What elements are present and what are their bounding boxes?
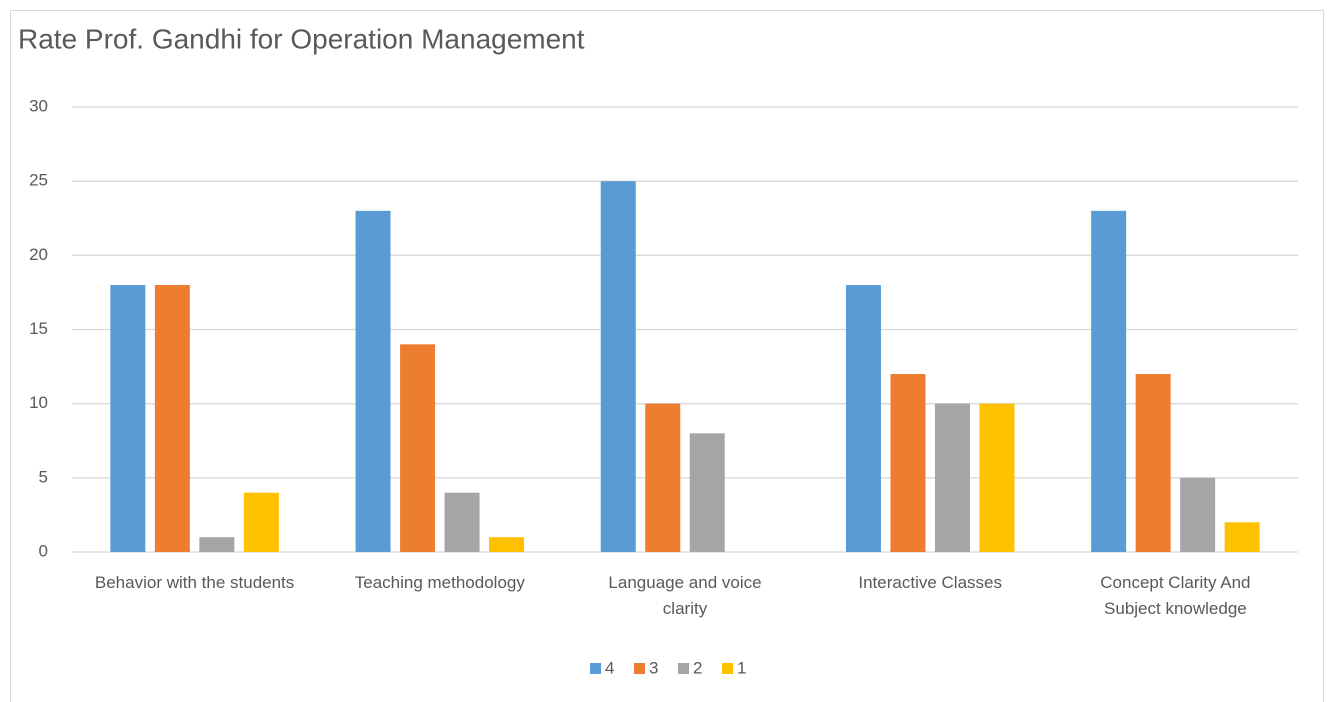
bar <box>689 433 725 552</box>
bar <box>1180 477 1216 552</box>
chart-title: Rate Prof. Gandhi for Operation Manageme… <box>18 23 585 54</box>
x-tick-label: Concept Clarity And Subject knowledge <box>1100 573 1251 618</box>
bar <box>890 374 926 552</box>
legend-label: 4 <box>605 658 614 677</box>
y-tick-label: 5 <box>39 467 48 486</box>
legend-swatch <box>722 663 733 674</box>
x-tick-label: Interactive Classes <box>858 573 1002 592</box>
legend-label: 3 <box>649 658 658 677</box>
x-tick-label: Behavior with the students <box>94 573 295 592</box>
x-tick-label: Teaching methodology <box>354 573 525 592</box>
bar <box>979 403 1015 552</box>
legend-label: 2 <box>693 658 702 677</box>
bar <box>845 285 881 552</box>
bar <box>243 492 279 552</box>
y-tick-label: 20 <box>29 245 48 264</box>
bar <box>199 537 235 552</box>
bar <box>934 403 970 552</box>
bar <box>1224 522 1260 552</box>
bar <box>645 403 681 552</box>
y-tick-label: 30 <box>29 96 48 115</box>
y-tick-label: 0 <box>39 541 48 560</box>
bar <box>110 285 146 552</box>
legend-swatch <box>678 663 689 674</box>
y-tick-label: 25 <box>29 171 48 190</box>
x-tick-label: Language and voice clarity <box>608 573 762 618</box>
legend-swatch <box>590 663 601 674</box>
bar <box>1135 374 1171 552</box>
y-tick-label: 15 <box>29 319 48 338</box>
bar <box>444 492 480 552</box>
bar <box>600 181 636 552</box>
bar <box>489 537 525 552</box>
legend-swatch <box>634 663 645 674</box>
bar <box>1091 210 1127 553</box>
bar <box>400 344 436 552</box>
bar <box>154 285 190 552</box>
legend-label: 1 <box>737 658 746 677</box>
chart-frame <box>10 10 1324 702</box>
y-tick-label: 10 <box>29 393 48 412</box>
bar <box>355 210 391 553</box>
